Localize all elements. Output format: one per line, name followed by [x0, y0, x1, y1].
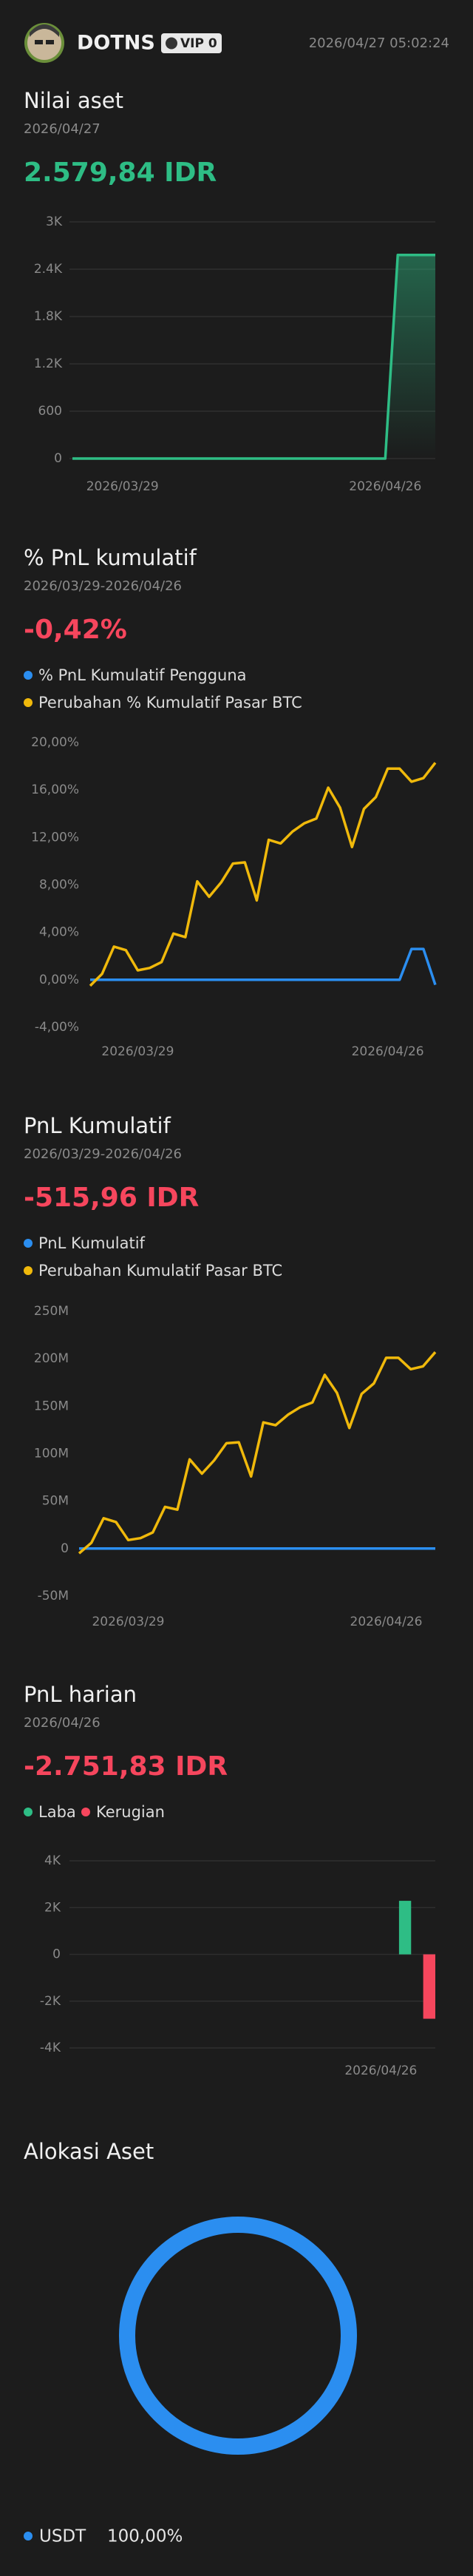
- legend-label[interactable]: Kerugian: [96, 1803, 165, 1821]
- avatar-glasses: [35, 40, 43, 44]
- timestamp: 2026/04/27 05:02:24: [309, 36, 449, 51]
- y-tick-label: 20,00%: [31, 735, 79, 750]
- y-tick-label: 1.2K: [34, 356, 63, 371]
- y-tick-label: -4,00%: [35, 1020, 79, 1035]
- y-tick-label: -4K: [40, 2041, 61, 2055]
- section-title: Nilai aset: [24, 88, 123, 113]
- section-date: 2026/03/29-2026/04/26: [24, 1146, 182, 1162]
- legend-label[interactable]: Laba: [38, 1803, 76, 1821]
- legend-label[interactable]: Perubahan % Kumulatif Pasar BTC: [38, 694, 302, 711]
- line: [90, 947, 437, 986]
- section-title: PnL Kumulatif: [24, 1113, 171, 1138]
- y-tick-label: 0: [52, 1947, 61, 1962]
- y-tick-label: -50M: [38, 1589, 69, 1603]
- legend-dot[interactable]: [24, 671, 33, 680]
- section-date: 2026/04/26: [24, 1715, 101, 1731]
- legend-label[interactable]: % PnL Kumulatif Pengguna: [38, 666, 247, 684]
- y-tick-label: 3K: [46, 214, 63, 229]
- legend-dot[interactable]: [24, 1266, 33, 1275]
- x-tick-label: 2026/03/29: [86, 479, 159, 494]
- y-tick-label: 4,00%: [39, 925, 79, 940]
- y-tick-label: 16,00%: [31, 782, 79, 797]
- y-tick-label: 250M: [34, 1304, 69, 1319]
- section-date: 2026/04/27: [24, 121, 101, 137]
- y-tick-label: 1.8K: [34, 309, 63, 324]
- y-tick-label: 0: [61, 1541, 69, 1556]
- line: [78, 1351, 437, 1555]
- headline-value: -2.751,83 IDR: [24, 1751, 228, 1782]
- legend-label: USDT: [39, 2527, 86, 2546]
- section-title: PnL harian: [24, 1682, 137, 1707]
- y-tick-label: 100M: [34, 1447, 69, 1461]
- y-tick-label: 0,00%: [39, 973, 79, 987]
- line: [72, 254, 435, 460]
- section-title: % PnL kumulatif: [24, 545, 197, 570]
- area: [72, 254, 435, 459]
- badge-text: VIP 0: [180, 36, 217, 51]
- legend-dot[interactable]: [81, 1808, 90, 1816]
- x-tick-label: 2026/04/26: [350, 1615, 423, 1629]
- y-tick-label: 0: [54, 451, 62, 466]
- badge-bg: [161, 33, 222, 53]
- y-tick-label: 4K: [44, 1853, 61, 1868]
- legend-label[interactable]: PnL Kumulatif: [38, 1234, 146, 1252]
- x-tick-label: 2026/04/26: [352, 1044, 424, 1059]
- x-tick-label: 2026/04/26: [349, 479, 421, 494]
- legend-label[interactable]: Perubahan Kumulatif Pasar BTC: [38, 1262, 282, 1279]
- x-tick-label: 2026/03/29: [101, 1044, 174, 1059]
- x-tick-label: 2026/03/29: [92, 1615, 164, 1629]
- headline-value: -0,42%: [24, 615, 127, 645]
- legend-value: 100,00%: [107, 2527, 183, 2546]
- avatar[interactable]: [24, 23, 64, 63]
- donut-segment: [119, 2217, 357, 2455]
- y-tick-label: 8,00%: [39, 878, 79, 893]
- headline-value: 2.579,84 IDR: [24, 158, 217, 188]
- y-tick-label: 600: [38, 404, 62, 419]
- avatar-glasses: [46, 40, 54, 44]
- y-tick-label: 50M: [42, 1494, 69, 1509]
- y-tick-label: -2K: [40, 1994, 61, 2009]
- y-tick-label: 2K: [44, 1900, 61, 1915]
- vip-badge[interactable]: VIP 0: [161, 33, 222, 53]
- y-tick-label: 150M: [34, 1399, 69, 1413]
- y-tick-label: 12,00%: [31, 830, 79, 845]
- legend-dot: [24, 2532, 33, 2540]
- section-title: Alokasi Aset: [24, 2139, 154, 2164]
- username: DOTNS: [77, 32, 155, 55]
- y-tick-label: 200M: [34, 1351, 69, 1366]
- x-tick-label: 2026/04/26: [344, 2063, 417, 2078]
- bar: [423, 1954, 435, 2019]
- section-date: 2026/03/29-2026/04/26: [24, 578, 182, 594]
- legend-dot[interactable]: [24, 698, 33, 707]
- headline-value: -515,96 IDR: [24, 1183, 199, 1213]
- avatar-hair: [30, 24, 59, 37]
- legend-dot[interactable]: [24, 1808, 33, 1816]
- y-tick-label: 2.4K: [34, 262, 63, 277]
- line: [89, 762, 437, 987]
- bar: [398, 1901, 412, 1955]
- avatar-face: [27, 26, 61, 60]
- legend-dot[interactable]: [24, 1239, 33, 1248]
- badge-icon: [166, 37, 177, 50]
